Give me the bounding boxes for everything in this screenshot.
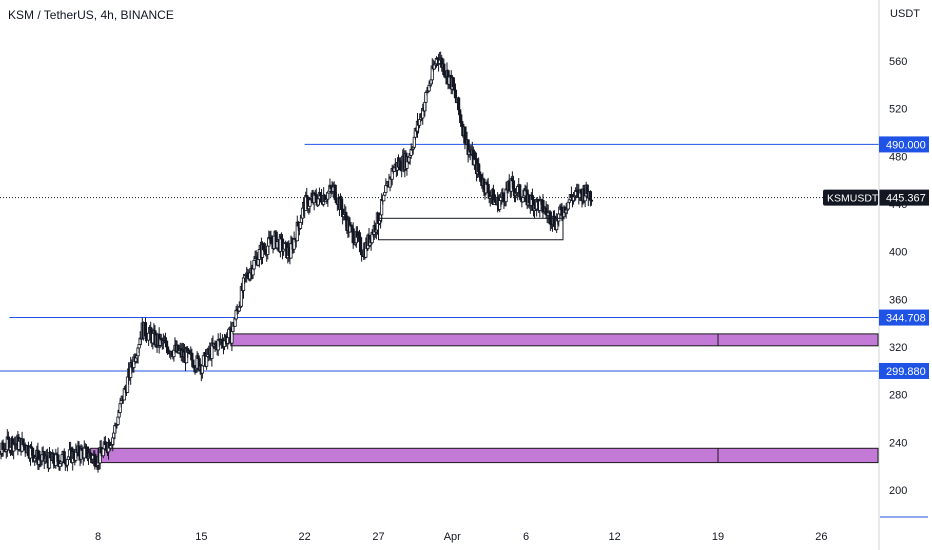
y-tick-label: 280 xyxy=(889,390,907,402)
x-tick-label: 27 xyxy=(372,531,384,543)
x-tick-label: 8 xyxy=(95,531,101,543)
candle-body xyxy=(308,199,312,207)
time-axis: 8 15 22 27 Apr 6 12 19 26 xyxy=(95,516,928,543)
current-price-tag-bg xyxy=(879,189,929,206)
x-tick-label: 22 xyxy=(299,531,311,543)
candle-body xyxy=(442,63,446,76)
symbol-tag: KSMUSDT xyxy=(827,193,879,205)
x-tick-label: 19 xyxy=(712,531,724,543)
levels-layer xyxy=(0,143,879,372)
zone-1 xyxy=(90,447,879,464)
y-tick-label: 200 xyxy=(889,485,907,497)
candle-body xyxy=(31,447,35,456)
current-price-tag: 445.367 xyxy=(886,193,926,205)
symbol-tag-bg xyxy=(823,189,878,206)
x-tick-label: Apr xyxy=(444,531,461,543)
x-tick-label: 26 xyxy=(815,531,827,543)
level-label-2: 299.880 xyxy=(886,366,926,378)
candles-layer xyxy=(0,51,594,473)
level-label-bg-1 xyxy=(879,309,929,326)
candle-body xyxy=(589,199,594,202)
current-price-layer: KSMUSDT 445.367 xyxy=(823,189,929,206)
y-tick-label: 560 xyxy=(889,56,907,68)
x-tick-label: 12 xyxy=(609,531,621,543)
level-label-0: 490.000 xyxy=(886,139,926,151)
y-tick-label: 400 xyxy=(889,247,907,259)
candle-body xyxy=(383,191,387,196)
level-label-bg-2 xyxy=(879,362,929,379)
candle-body xyxy=(521,197,525,203)
y-tick-label: 320 xyxy=(889,342,907,354)
y-tick-label: 480 xyxy=(889,151,907,163)
x-tick-label: 6 xyxy=(523,531,529,543)
candle-body xyxy=(457,97,461,111)
candle-body xyxy=(252,259,256,270)
zone-0 xyxy=(230,333,879,347)
level-label-1: 344.708 xyxy=(886,313,926,325)
candle-body xyxy=(21,438,25,446)
y-tick-label: 440 xyxy=(889,199,907,211)
candle-body xyxy=(82,447,86,459)
price-axis: 200 240 280 320 360 400 440 480 520 560 490.000 344… xyxy=(878,0,929,550)
level-label-bg-0 xyxy=(879,136,929,153)
y-tick-label: 240 xyxy=(889,437,907,449)
candle-body xyxy=(298,222,303,229)
chart-header-title: KSM / TetherUS, 4h, BINANCE xyxy=(8,8,174,22)
range-box-0 xyxy=(377,217,564,241)
y-tick-label: 520 xyxy=(889,104,907,116)
zones-layer xyxy=(90,333,879,464)
y-tick-label: 360 xyxy=(889,294,907,306)
range-boxes-layer xyxy=(377,217,564,241)
price-axis-unit: USDT xyxy=(890,8,920,20)
x-tick-label: 15 xyxy=(195,531,207,543)
